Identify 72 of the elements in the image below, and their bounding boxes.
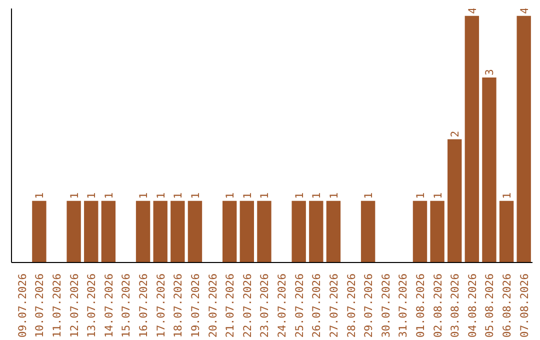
x-tick-label: 10.07.2026	[33, 274, 46, 338]
data-label: 1	[68, 192, 81, 199]
bar	[430, 200, 444, 262]
x-tick-label: 24.07.2026	[276, 274, 289, 338]
bar	[326, 200, 341, 262]
bar	[136, 200, 150, 262]
data-label: 1	[172, 192, 185, 199]
data-label: 3	[483, 69, 496, 76]
bar	[32, 200, 46, 262]
x-tick-label: 05.08.2026	[483, 274, 496, 338]
x-tick-label: 27.07.2026	[327, 274, 340, 338]
x-tick-label: 17.07.2026	[154, 274, 168, 338]
data-label: 1	[33, 192, 46, 199]
data-label: 1	[327, 192, 340, 199]
data-label: 1	[240, 192, 254, 199]
bar	[240, 200, 254, 262]
bar	[464, 16, 480, 262]
data-label: 1	[292, 192, 306, 199]
bar	[84, 200, 98, 262]
x-tick-label: 29.07.2026	[362, 274, 376, 338]
bar	[482, 78, 496, 262]
x-tick-label: 02.08.2026	[431, 274, 444, 338]
x-tick-label: 28.07.2026	[344, 274, 358, 338]
bar	[448, 139, 462, 262]
bar	[499, 200, 514, 262]
bar	[222, 200, 237, 262]
x-tick-label: 31.07.2026	[396, 274, 410, 338]
data-label: 1	[85, 192, 98, 199]
data-label: 1	[102, 192, 116, 199]
bar	[101, 200, 116, 262]
x-tick-label: 09.07.2026	[16, 274, 29, 338]
x-tick-label: 19.07.2026	[188, 274, 202, 338]
x-tick-label: 15.07.2026	[120, 274, 133, 338]
x-tick-label: 20.07.2026	[206, 274, 220, 338]
x-tick-label: 30.07.2026	[379, 274, 392, 338]
x-tick-label: 22.07.2026	[240, 274, 254, 338]
data-label: 1	[310, 192, 324, 199]
bar	[292, 200, 306, 262]
bar	[170, 200, 185, 262]
bar	[188, 200, 202, 262]
data-label: 1	[362, 192, 376, 199]
bar	[66, 200, 81, 262]
bar	[309, 200, 324, 262]
x-tick-label: 11.07.2026	[50, 274, 64, 338]
bar	[360, 200, 376, 262]
x-tick-label: 21.07.2026	[224, 274, 237, 338]
data-label: 1	[154, 192, 168, 199]
x-tick-label: 25.07.2026	[292, 274, 306, 338]
x-tick-label: 18.07.2026	[172, 274, 185, 338]
x-tick-label: 23.07.2026	[258, 274, 272, 338]
x-tick-label: 03.08.2026	[448, 274, 462, 338]
data-label: 1	[224, 192, 237, 199]
data-label: 1	[188, 192, 202, 199]
data-label: 1	[137, 192, 150, 199]
data-label: 1	[258, 192, 272, 199]
x-tick-label: 04.08.2026	[466, 274, 479, 338]
x-tick-label: 06.08.2026	[500, 274, 514, 338]
x-tick-label: 07.08.2026	[518, 274, 531, 338]
data-label: 1	[500, 192, 514, 199]
x-tick-label: 13.07.2026	[85, 274, 98, 338]
data-label: 2	[448, 130, 462, 138]
data-label: 1	[431, 192, 444, 199]
bar	[153, 200, 168, 262]
data-label: 1	[414, 192, 427, 199]
x-tick-label: 12.07.2026	[68, 274, 81, 338]
bar	[257, 200, 272, 262]
bar	[412, 200, 428, 262]
x-tick-label: 26.07.2026	[310, 274, 324, 338]
x-tick-label: 01.08.2026	[414, 274, 427, 338]
x-tick-label: 16.07.2026	[137, 274, 150, 338]
bar	[516, 16, 531, 262]
x-tick-label: 14.07.2026	[102, 274, 116, 338]
